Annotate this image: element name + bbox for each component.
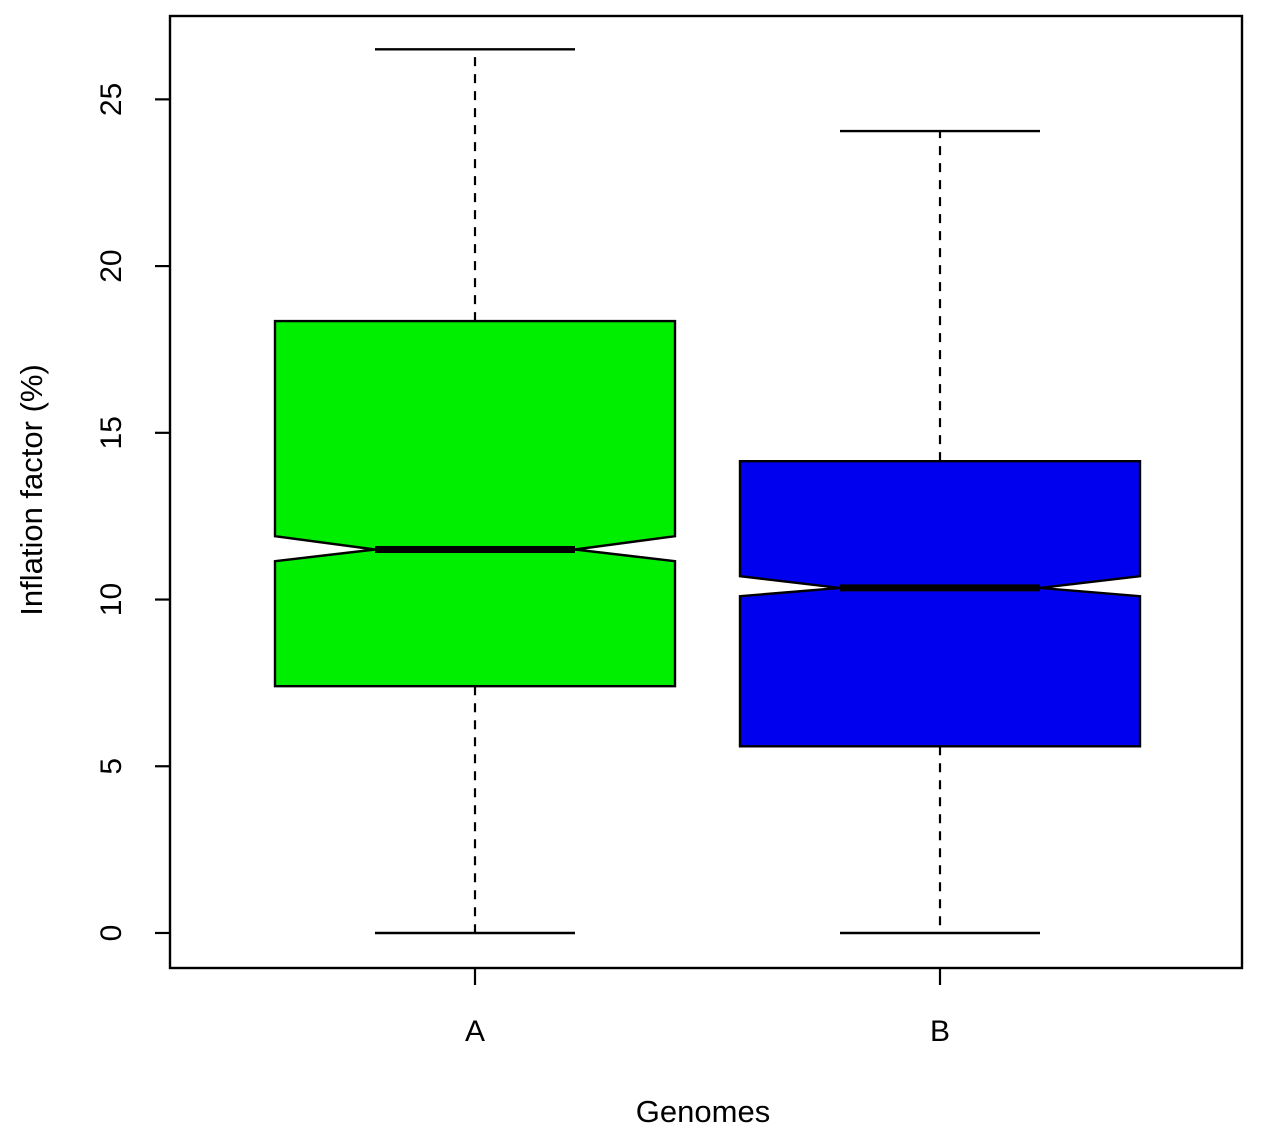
axes-layer: 0 5 10 15 20 25 A B (95, 14, 1244, 1048)
y-tick-label-20: 20 (95, 249, 128, 282)
y-axis-title: Inflation factor (%) (14, 364, 49, 616)
x-tick-label-a: A (465, 1015, 485, 1048)
plot-frame (168, 14, 1244, 970)
y-tick-label-15: 15 (95, 416, 128, 449)
y-tick-label-0: 0 (95, 925, 128, 942)
box-a (273, 319, 677, 688)
box-group-a (273, 48, 677, 935)
x-tick-label-b: B (930, 1015, 950, 1048)
y-tick-label-5: 5 (95, 758, 128, 775)
x-axis-title: Genomes (636, 1094, 770, 1129)
box-b (738, 460, 1142, 748)
y-tick-label-10: 10 (95, 583, 128, 616)
y-tick-label-25: 25 (95, 83, 128, 116)
box-group-b (738, 129, 1142, 935)
boxes-layer (273, 48, 1142, 935)
